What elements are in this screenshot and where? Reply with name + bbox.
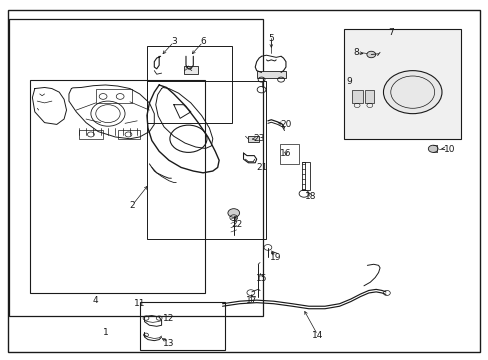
Text: 21: 21: [255, 163, 267, 172]
Bar: [301, 162, 310, 190]
Text: 20: 20: [280, 120, 291, 129]
Bar: [96, 89, 132, 103]
Bar: [279, 144, 299, 164]
Bar: [365, 90, 373, 103]
Text: 22: 22: [231, 220, 243, 229]
Bar: [344, 30, 461, 139]
Text: 16: 16: [280, 149, 291, 158]
Bar: [140, 302, 224, 350]
Text: 4: 4: [93, 296, 99, 305]
Text: 12: 12: [163, 314, 174, 323]
Text: 13: 13: [163, 339, 174, 348]
Text: 1: 1: [102, 328, 108, 337]
Text: 19: 19: [270, 253, 282, 262]
Circle shape: [383, 71, 441, 114]
Circle shape: [427, 145, 437, 152]
Bar: [183, 66, 198, 74]
Text: 11: 11: [134, 299, 145, 308]
Text: 9: 9: [346, 77, 351, 86]
Text: 8: 8: [353, 48, 359, 57]
Circle shape: [366, 51, 375, 58]
Circle shape: [227, 209, 239, 217]
Text: 14: 14: [311, 332, 323, 341]
Text: 17: 17: [245, 296, 257, 305]
Text: 2: 2: [129, 201, 135, 210]
Text: 10: 10: [443, 145, 454, 154]
Bar: [9, 19, 263, 316]
Bar: [256, 71, 285, 78]
Text: 5: 5: [268, 34, 274, 43]
Bar: [118, 130, 140, 139]
Bar: [248, 136, 259, 142]
Text: 3: 3: [171, 37, 176, 46]
Text: 23: 23: [253, 134, 264, 143]
Bar: [79, 130, 103, 139]
Bar: [30, 80, 205, 293]
Bar: [351, 90, 362, 103]
Text: 18: 18: [304, 192, 315, 201]
Text: 7: 7: [387, 28, 393, 37]
Text: 6: 6: [200, 37, 205, 46]
Text: 15: 15: [255, 274, 267, 283]
Bar: [147, 81, 266, 239]
Bar: [147, 45, 232, 123]
